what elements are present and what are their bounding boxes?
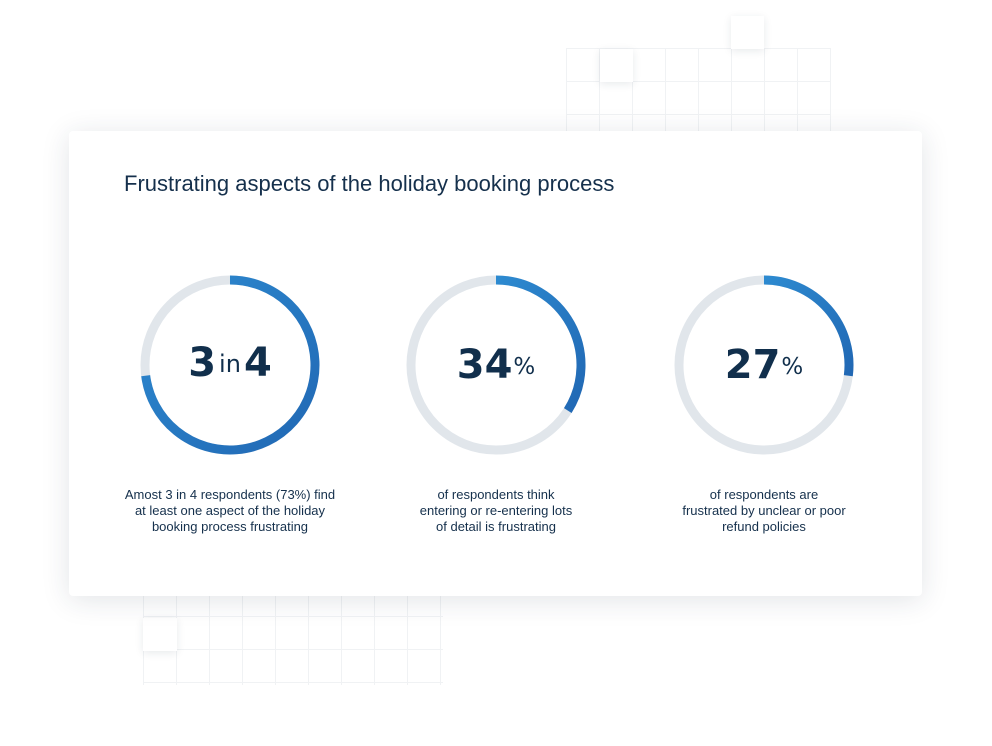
donut-value-arc (495, 275, 586, 413)
caption-line: of respondents think (437, 487, 555, 502)
donut-chart-2: 34% (406, 275, 586, 455)
donut-value-arc (763, 275, 854, 377)
stat-three-in-four: 3 in4 Amost 3 in 4 respondents (73%) find… (95, 274, 365, 535)
caption-line: entering or re-entering lots (419, 503, 573, 518)
caption-line: refund policies (722, 519, 806, 534)
donut-value-percent-sign: % (513, 354, 535, 380)
donut-value-number: 34 (457, 342, 513, 388)
decorative-tile (731, 16, 764, 49)
stat-twenty-seven-percent: 27% of respondents are frustrated by unc… (629, 274, 899, 535)
donut-value-connector: in (219, 350, 241, 378)
stat-thirty-four-percent: 34% of respondents think entering or re-… (361, 274, 631, 535)
donut-value-number: 3 (188, 340, 216, 386)
stat-caption: Amost 3 in 4 respondents (73%) find at l… (95, 487, 365, 535)
stat-caption: of respondents think entering or re-ente… (361, 487, 631, 535)
caption-line: of respondents are (709, 487, 819, 502)
donut-center-value: 27% (725, 342, 804, 388)
donut-value-percent-sign: % (781, 354, 803, 380)
decorative-tile (600, 49, 633, 82)
stat-caption: of respondents are frustrated by unclear… (629, 487, 899, 535)
caption-line: of detail is frustrating (436, 519, 556, 534)
donut-center-value: 34% (457, 342, 536, 388)
card-title: Frustrating aspects of the holiday booki… (124, 171, 615, 196)
donut-value-number: 4 (244, 340, 272, 386)
caption-line: frustrated by unclear or poor (682, 503, 846, 518)
donut-value-number: 27 (725, 342, 781, 388)
decorative-tile (143, 618, 177, 651)
caption-line: booking process frustrating (151, 519, 309, 534)
donut-value-arc (141, 275, 320, 455)
decorative-grid-bottom (143, 583, 443, 685)
donut-center-value: 3 in4 (188, 340, 272, 386)
caption-line: at least one aspect of the holiday (134, 503, 326, 518)
donut-chart-1: 3 in4 (140, 275, 320, 455)
stats-card: Frustrating aspects of the holiday booki… (69, 131, 922, 596)
donut-chart-3: 27% (674, 275, 854, 455)
caption-line: Amost 3 in 4 respondents (73%) find (124, 487, 336, 502)
